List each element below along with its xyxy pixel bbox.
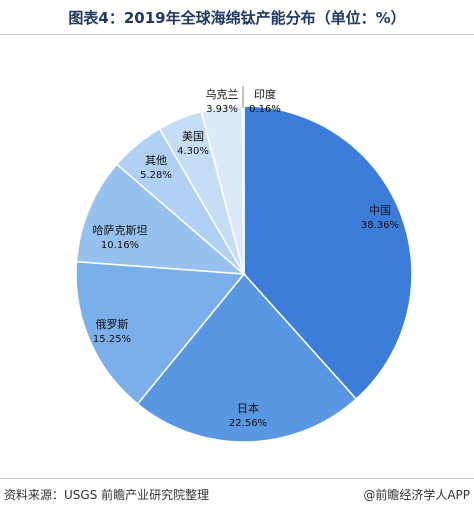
slice-value: 5.28%	[140, 170, 172, 181]
source-note: 资料来源：USGS 前瞻产业研究院整理	[4, 488, 210, 502]
slice-value: 22.56%	[229, 418, 267, 429]
slice-name: 印度	[254, 87, 276, 101]
slice-name: 中国	[369, 204, 391, 217]
slice-value: 10.16%	[101, 240, 139, 251]
slice-name: 美国	[182, 130, 204, 143]
slice-label-6: 乌克兰 3.93%	[206, 87, 239, 115]
pie-chart: 中国 38.36% 日本 22.56% 俄罗斯 15.25% 哈萨克斯坦 10.16% 其他 5.…	[75, 86, 413, 443]
pie-slice-2	[75, 260, 246, 406]
slice-label-2: 俄罗斯 15.25%	[93, 318, 131, 345]
slice-label-7: 印度 0.16%	[249, 87, 281, 115]
slice-name: 乌克兰	[206, 87, 239, 101]
slice-name: 日本	[237, 401, 259, 415]
slice-value: 3.93%	[206, 104, 238, 115]
credit-note: @前瞻经济学人APP	[363, 488, 470, 502]
slice-label-1: 日本 22.56%	[229, 401, 267, 429]
slice-value: 0.16%	[249, 104, 281, 115]
pie-slice-3	[75, 163, 247, 275]
title-divider	[0, 34, 474, 35]
slice-label-4: 其他 5.28%	[140, 154, 172, 181]
chart-title: 图表4：2019年全球海绵钛产能分布（单位：%）	[68, 9, 406, 27]
pie-slice-0	[243, 105, 413, 401]
slice-name: 哈萨克斯坦	[93, 223, 148, 237]
slice-value: 4.30%	[177, 146, 209, 157]
slice-value: 38.36%	[361, 220, 399, 231]
slice-name: 俄罗斯	[96, 318, 129, 331]
slice-name: 其他	[145, 154, 167, 167]
slice-label-5: 美国 4.30%	[177, 130, 209, 157]
pie-slice-1	[136, 272, 358, 443]
slice-value: 15.25%	[93, 334, 131, 345]
footer: 资料来源：USGS 前瞻产业研究院整理 @前瞻经济学人APP	[0, 478, 474, 507]
slice-label-0: 中国 38.36%	[361, 204, 399, 231]
slice-label-3: 哈萨克斯坦 10.16%	[93, 223, 148, 251]
